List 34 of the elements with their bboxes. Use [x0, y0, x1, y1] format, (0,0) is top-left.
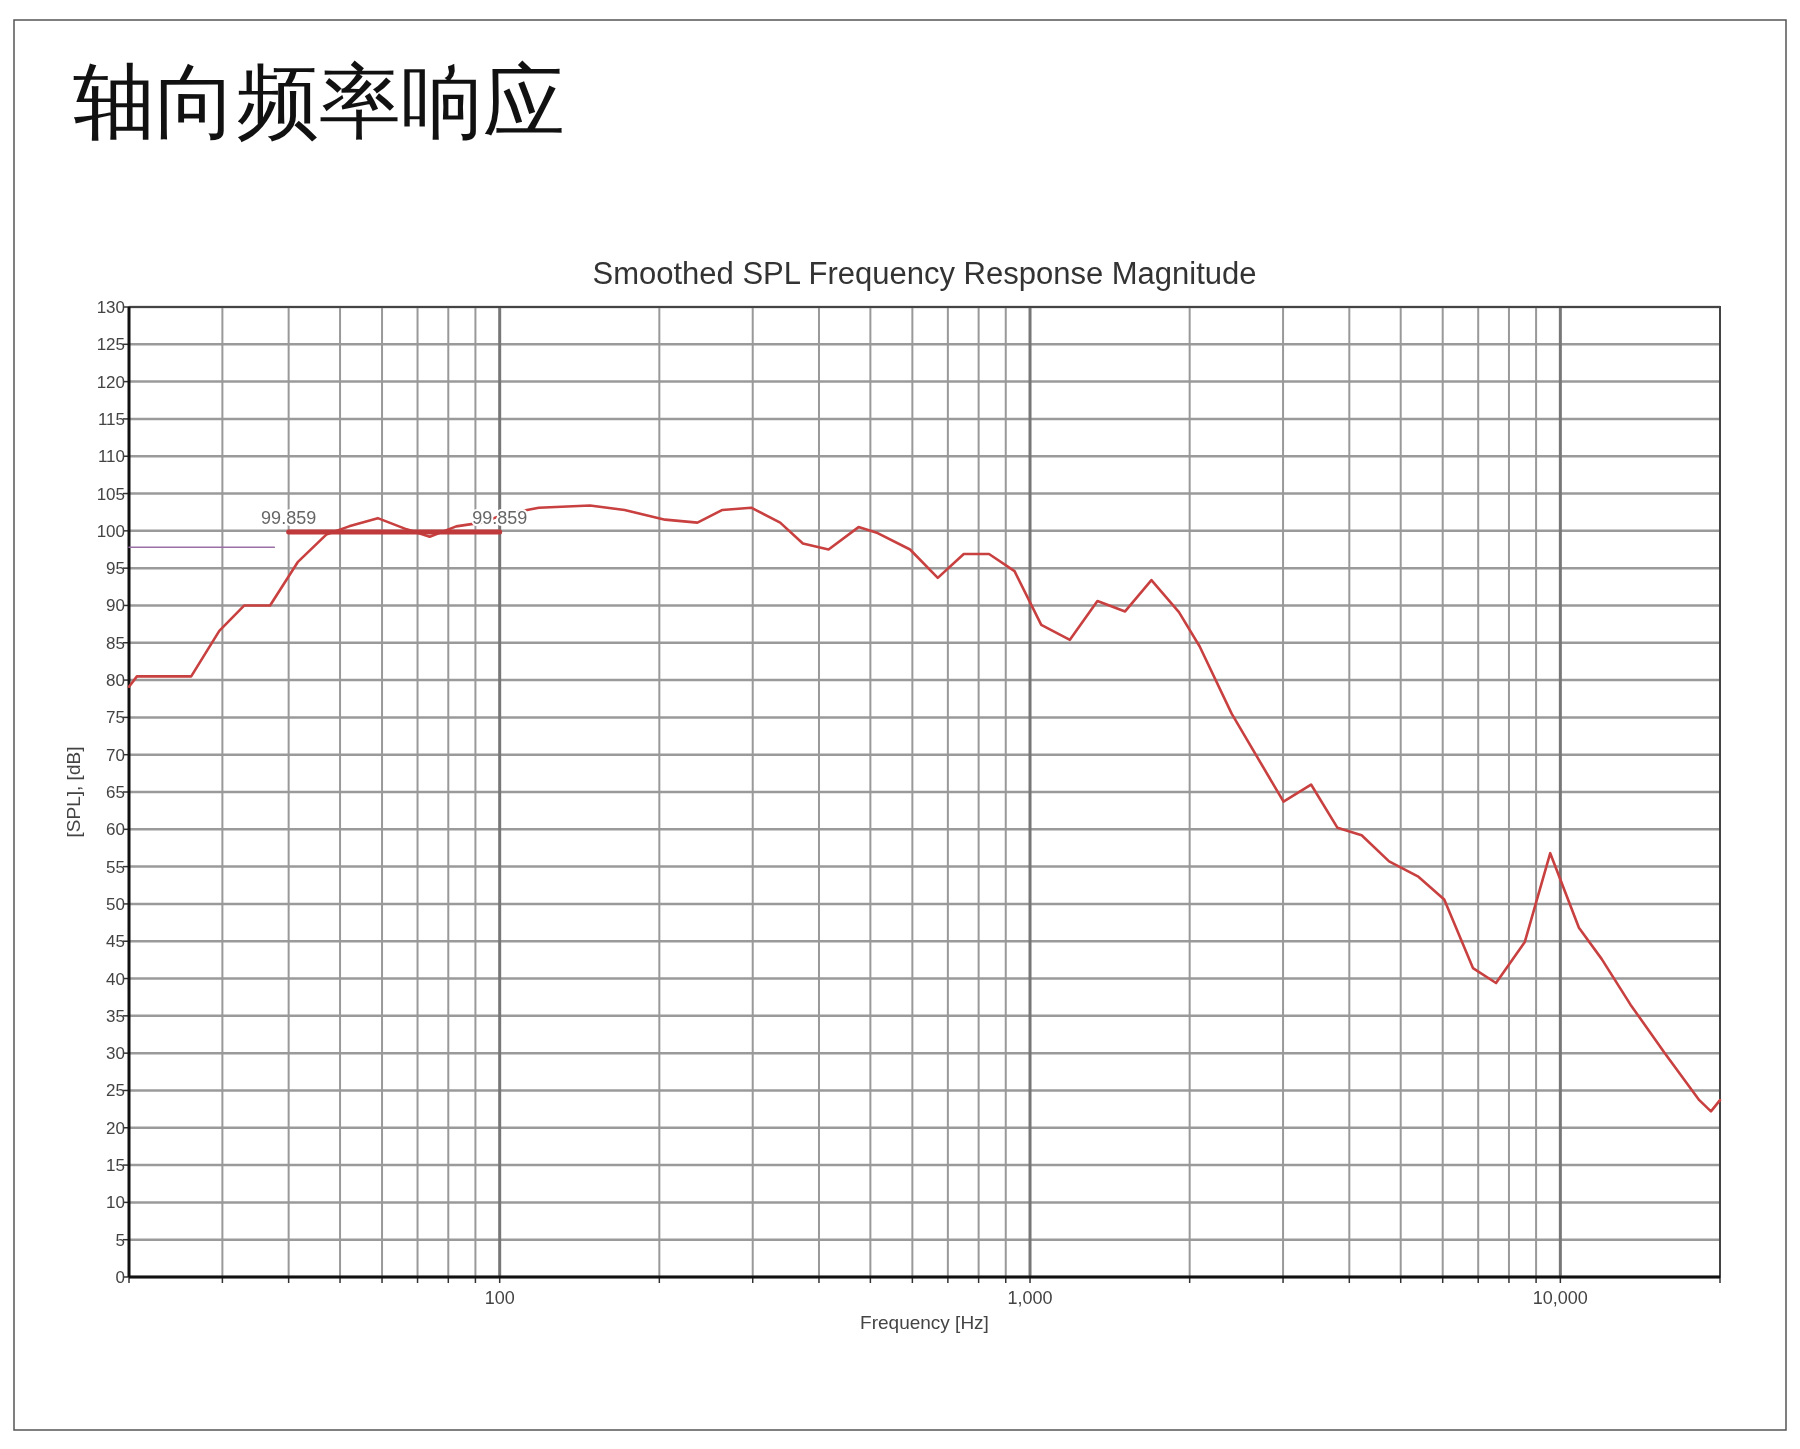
- x-tick-label: 1,000: [1007, 1288, 1053, 1308]
- y-axis-title: [SPL], [dB]: [63, 746, 84, 838]
- y-tick-label: 95: [106, 559, 125, 579]
- y-tick-label: 120: [96, 372, 125, 392]
- y-tick-label: 45: [106, 932, 125, 952]
- y-tick-label: 15: [106, 1156, 125, 1176]
- y-tick-label: 50: [106, 894, 125, 914]
- y-tick-label: 70: [106, 745, 125, 765]
- y-tick-label: 85: [106, 633, 125, 653]
- y-tick-label: 115: [97, 409, 125, 429]
- y-tick-label: 80: [106, 671, 125, 691]
- y-tick-label: 30: [106, 1044, 125, 1064]
- x-tick-label: 100: [484, 1288, 515, 1308]
- chart-title: 轴向频率响应: [73, 56, 565, 147]
- chart-subtitle: Smoothed SPL Frequency Response Magnitude: [592, 256, 1257, 291]
- y-tick-label: 25: [106, 1081, 125, 1101]
- y-tick-label: 5: [115, 1230, 125, 1250]
- y-tick-label: 0: [115, 1268, 125, 1287]
- y-tick-label: 110: [97, 447, 125, 467]
- y-tick-label: 90: [106, 596, 125, 616]
- y-tick-label: 20: [106, 1118, 125, 1138]
- x-tick-label: 10,000: [1532, 1288, 1588, 1308]
- y-tick-label: 125: [96, 335, 125, 355]
- y-tick-label: 60: [106, 820, 125, 840]
- x-axis-title: Frequency [Hz]: [860, 1312, 989, 1333]
- y-tick-label: 40: [106, 969, 125, 989]
- y-tick-label: 10: [106, 1193, 125, 1213]
- y-tick-label: 35: [106, 1006, 125, 1026]
- y-tick-label: 105: [96, 484, 125, 504]
- y-tick-label: 75: [106, 708, 125, 728]
- y-tick-label: 65: [106, 783, 125, 802]
- y-tick-label: 130: [96, 298, 125, 317]
- y-tick-label: 55: [106, 857, 125, 877]
- y-tick-label: 100: [96, 521, 125, 541]
